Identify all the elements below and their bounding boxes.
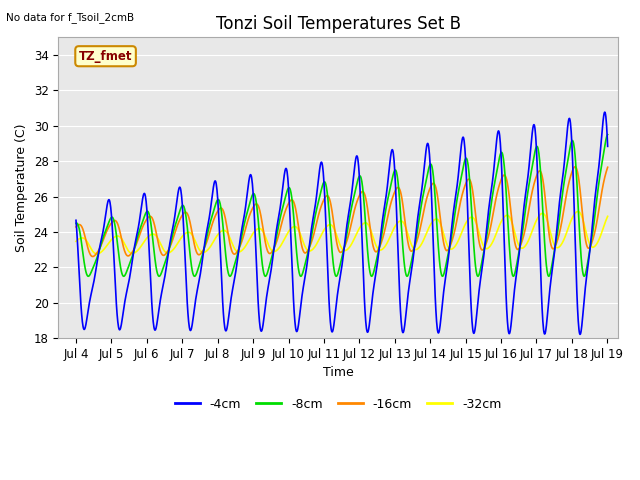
Legend: -4cm, -8cm, -16cm, -32cm: -4cm, -8cm, -16cm, -32cm <box>170 393 506 416</box>
Title: Tonzi Soil Temperatures Set B: Tonzi Soil Temperatures Set B <box>216 15 461 33</box>
Y-axis label: Soil Temperature (C): Soil Temperature (C) <box>15 123 28 252</box>
X-axis label: Time: Time <box>323 367 353 380</box>
Text: No data for f_Tsoil_2cmB: No data for f_Tsoil_2cmB <box>6 12 134 23</box>
Text: TZ_fmet: TZ_fmet <box>79 50 132 63</box>
